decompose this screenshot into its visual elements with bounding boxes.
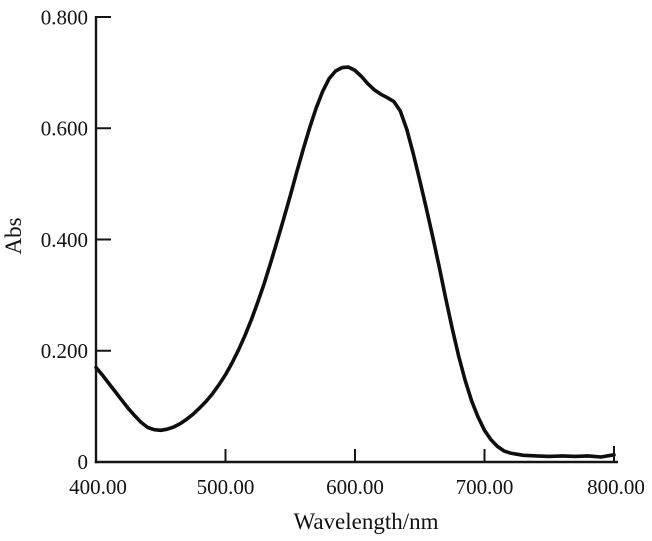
y-axis-title: Abs xyxy=(1,217,26,254)
y-tick-marks xyxy=(96,16,111,352)
axes xyxy=(94,16,618,464)
x-tick-label-400: 400.00 xyxy=(69,475,127,499)
y-tick-label-0.600: 0.600 xyxy=(41,117,88,141)
x-axis-title: Wavelength/nm xyxy=(293,509,438,534)
x-tick-label-500: 500.00 xyxy=(197,475,255,499)
y-tick-label-0.400: 0.400 xyxy=(41,228,88,252)
y-tick-labels: 0.800 0.600 0.400 0.200 0 xyxy=(41,6,88,475)
x-tick-label-700: 700.00 xyxy=(456,475,514,499)
x-tick-label-800: 800.00 xyxy=(587,475,645,499)
y-tick-label-0.200: 0.200 xyxy=(41,339,88,363)
x-tick-labels: 400.00 500.00 600.00 700.00 800.00 xyxy=(69,475,645,499)
spectrum-curve xyxy=(94,65,616,459)
y-tick-label-0.800: 0.800 xyxy=(41,6,88,30)
y-tick-label-0: 0 xyxy=(78,450,89,474)
x-tick-label-600: 600.00 xyxy=(326,475,384,499)
x-tick-marks xyxy=(224,446,615,462)
